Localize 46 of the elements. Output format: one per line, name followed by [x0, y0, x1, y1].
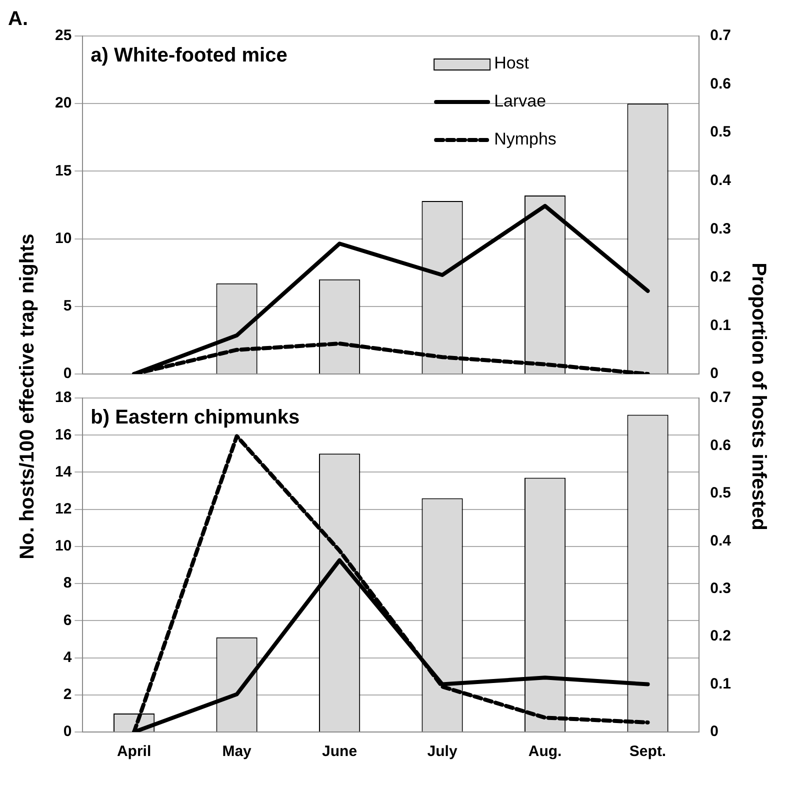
- y-tick-label: 2: [63, 686, 72, 704]
- legend-label: Nymphs: [494, 130, 556, 149]
- y-tick-label: 10: [54, 538, 72, 555]
- y2-tick-label: 0.4: [710, 172, 732, 189]
- y-tick-label: 8: [63, 574, 72, 592]
- y2-tick-label: 0.7: [710, 389, 732, 406]
- y-axis-title: No. hosts/100 effective trap nights: [16, 233, 40, 559]
- x-tick-label: May: [222, 743, 252, 760]
- y-tick-label: 14: [54, 463, 72, 480]
- y2-axis-title: Proportion of hosts infested: [746, 262, 770, 530]
- y-tick-label: 6: [63, 612, 72, 629]
- y2-tick-label: 0.5: [710, 484, 732, 502]
- y2-tick-label: 0.6: [710, 75, 732, 92]
- chart-title: a) White-footed mice: [90, 44, 288, 67]
- y-tick-label: 16: [54, 426, 72, 444]
- y2-tick-label: 0.2: [710, 628, 732, 645]
- y-tick-label: 0: [63, 723, 72, 740]
- y2-tick-label: 0.4: [710, 532, 732, 550]
- y2-tick-label: 0.2: [710, 268, 732, 286]
- y-tick-label: 12: [54, 500, 72, 518]
- y2-tick-label: 0: [710, 365, 718, 382]
- x-tick-label: Sept.: [629, 743, 666, 760]
- y-tick-label: 15: [54, 162, 72, 180]
- y-tick-label: 0: [63, 365, 72, 382]
- y-tick-label: 25: [54, 27, 72, 44]
- x-tick-label: April: [116, 743, 152, 760]
- y2-tick-label: 0.6: [710, 436, 732, 454]
- y-tick-label: 20: [54, 94, 72, 112]
- x-tick-label: June: [322, 743, 358, 760]
- y2-tick-label: 0: [710, 723, 718, 740]
- y2-tick-label: 0.7: [710, 27, 732, 44]
- chart-title: b) Eastern chipmunks: [90, 406, 300, 429]
- legend-label: Host: [494, 54, 530, 73]
- y-tick-label: 18: [54, 389, 72, 406]
- y2-tick-label: 0.3: [710, 220, 732, 238]
- x-tick-label: Aug.: [528, 743, 562, 760]
- y-tick-label: 5: [63, 298, 72, 315]
- y2-tick-label: 0.3: [710, 580, 732, 597]
- y2-tick-label: 0.1: [710, 316, 732, 334]
- y-tick-label: 4: [63, 648, 72, 666]
- y-tick-label: 10: [54, 230, 72, 247]
- y2-tick-label: 0.1: [710, 675, 732, 692]
- legend-label: Larvae: [494, 92, 546, 111]
- text: A.: [8, 8, 28, 31]
- y2-tick-label: 0.5: [710, 124, 732, 141]
- x-tick-label: July: [427, 743, 458, 760]
